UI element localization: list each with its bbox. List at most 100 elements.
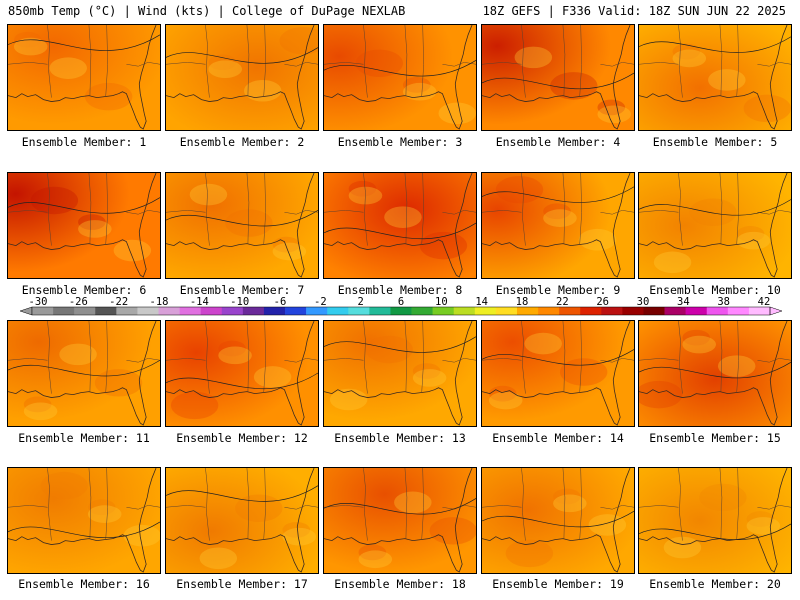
ensemble-member-label: Ensemble Member: 10 — [649, 283, 781, 297]
temperature-field — [639, 321, 791, 426]
state-border — [324, 358, 364, 361]
state-border — [579, 321, 582, 393]
state-border — [719, 25, 723, 96]
state-border — [736, 468, 739, 540]
ensemble-member-label: Ensemble Member: 4 — [495, 135, 621, 149]
colorbar-swatch — [327, 307, 349, 315]
contour-line — [324, 222, 476, 240]
state-border — [421, 173, 424, 245]
state-border — [521, 25, 526, 98]
colorbar-swatch — [158, 307, 180, 315]
temperature-field — [482, 321, 634, 426]
state-border — [263, 321, 266, 393]
contour-line — [8, 197, 160, 214]
ensemble-map-panel — [481, 320, 635, 427]
state-border — [562, 25, 566, 96]
colorbar-swatch — [580, 307, 602, 315]
state-border — [166, 210, 206, 213]
ensemble-member-label: Ensemble Member: 8 — [337, 283, 463, 297]
ensemble-member-label: Ensemble Member: 18 — [334, 577, 466, 591]
colorbar-max-arrow — [769, 306, 783, 316]
state-border — [482, 505, 522, 508]
temperature-field — [482, 468, 634, 573]
coastline — [639, 25, 788, 130]
state-border — [105, 321, 108, 393]
state-border — [736, 25, 739, 97]
ensemble-member-label: Ensemble Member: 19 — [492, 577, 624, 591]
state-border — [284, 505, 318, 510]
coastline — [639, 468, 788, 573]
state-border — [88, 173, 92, 244]
state-border — [404, 173, 408, 244]
model-run-info: 18Z GEFS | F336 Valid: 18Z SUN JUN 22 20… — [482, 4, 786, 18]
state-border — [562, 321, 566, 392]
state-border — [105, 25, 108, 97]
ensemble-map-panel — [165, 467, 319, 574]
state-border — [47, 25, 52, 98]
colorbar-tick-label: 34 — [677, 296, 690, 308]
temperature-field — [324, 321, 476, 426]
contour-line — [639, 36, 791, 53]
ensemble-member-label: Ensemble Member: 9 — [495, 283, 621, 297]
ensemble-member-label: Ensemble Member: 17 — [176, 577, 308, 591]
ensemble-member-label: Ensemble Member: 5 — [652, 135, 778, 149]
ensemble-map-panel — [638, 320, 792, 427]
ensemble-member-label: Ensemble Member: 11 — [18, 431, 150, 445]
state-border — [757, 62, 791, 67]
ensemble-member-label: Ensemble Member: 7 — [179, 283, 305, 297]
colorbar-swatch — [137, 307, 159, 315]
coastline — [166, 321, 315, 426]
state-border — [482, 210, 522, 213]
state-border — [88, 25, 92, 96]
state-border — [47, 321, 52, 394]
temperature-field — [639, 468, 791, 573]
colorbar-tick-label: 26 — [596, 296, 609, 308]
contour-line — [166, 485, 318, 502]
state-border — [363, 173, 368, 246]
state-border — [579, 468, 582, 540]
ensemble-map-panel — [165, 172, 319, 279]
state-border — [205, 321, 210, 394]
colorbar-swatch — [474, 307, 497, 315]
temperature-field — [482, 25, 634, 130]
state-border — [126, 505, 160, 510]
state-border — [421, 321, 424, 393]
state-border — [600, 62, 634, 67]
state-border — [105, 173, 108, 245]
state-border — [105, 468, 108, 540]
coastline — [639, 173, 788, 278]
ensemble-member-label: Ensemble Member: 13 — [334, 431, 466, 445]
colorbar-swatch — [664, 307, 686, 315]
contour-line — [166, 372, 318, 390]
ensemble-member-label: Ensemble Member: 3 — [337, 135, 463, 149]
state-border — [600, 210, 634, 215]
contour-line — [324, 60, 476, 77]
colorbar-swatch — [601, 307, 623, 315]
state-border — [736, 321, 739, 393]
state-border — [757, 358, 791, 363]
state-border — [166, 358, 206, 361]
ensemble-map-panel — [323, 172, 477, 279]
colorbar-tick-label: 2 — [358, 296, 364, 308]
state-border — [263, 25, 266, 97]
coastline — [324, 25, 473, 130]
state-border — [678, 25, 683, 98]
contour-line — [8, 521, 160, 538]
temperature-field — [639, 25, 791, 130]
temperature-field — [8, 468, 160, 573]
coastline — [324, 321, 473, 426]
state-border — [442, 210, 476, 215]
state-border — [324, 62, 364, 65]
coastline — [324, 173, 473, 278]
colorbar-tick-label: -22 — [109, 296, 128, 308]
colorbar-tick-label: -6 — [274, 296, 287, 308]
state-border — [404, 468, 408, 539]
ensemble-map-panel — [638, 172, 792, 279]
colorbar-swatch — [727, 307, 750, 315]
colorbar-swatch — [221, 307, 244, 315]
colorbar-tick-label: -10 — [230, 296, 249, 308]
ensemble-member-label: Ensemble Member: 20 — [649, 577, 781, 591]
state-border — [757, 505, 791, 510]
temperature-field — [324, 173, 476, 278]
temperature-field — [324, 25, 476, 130]
